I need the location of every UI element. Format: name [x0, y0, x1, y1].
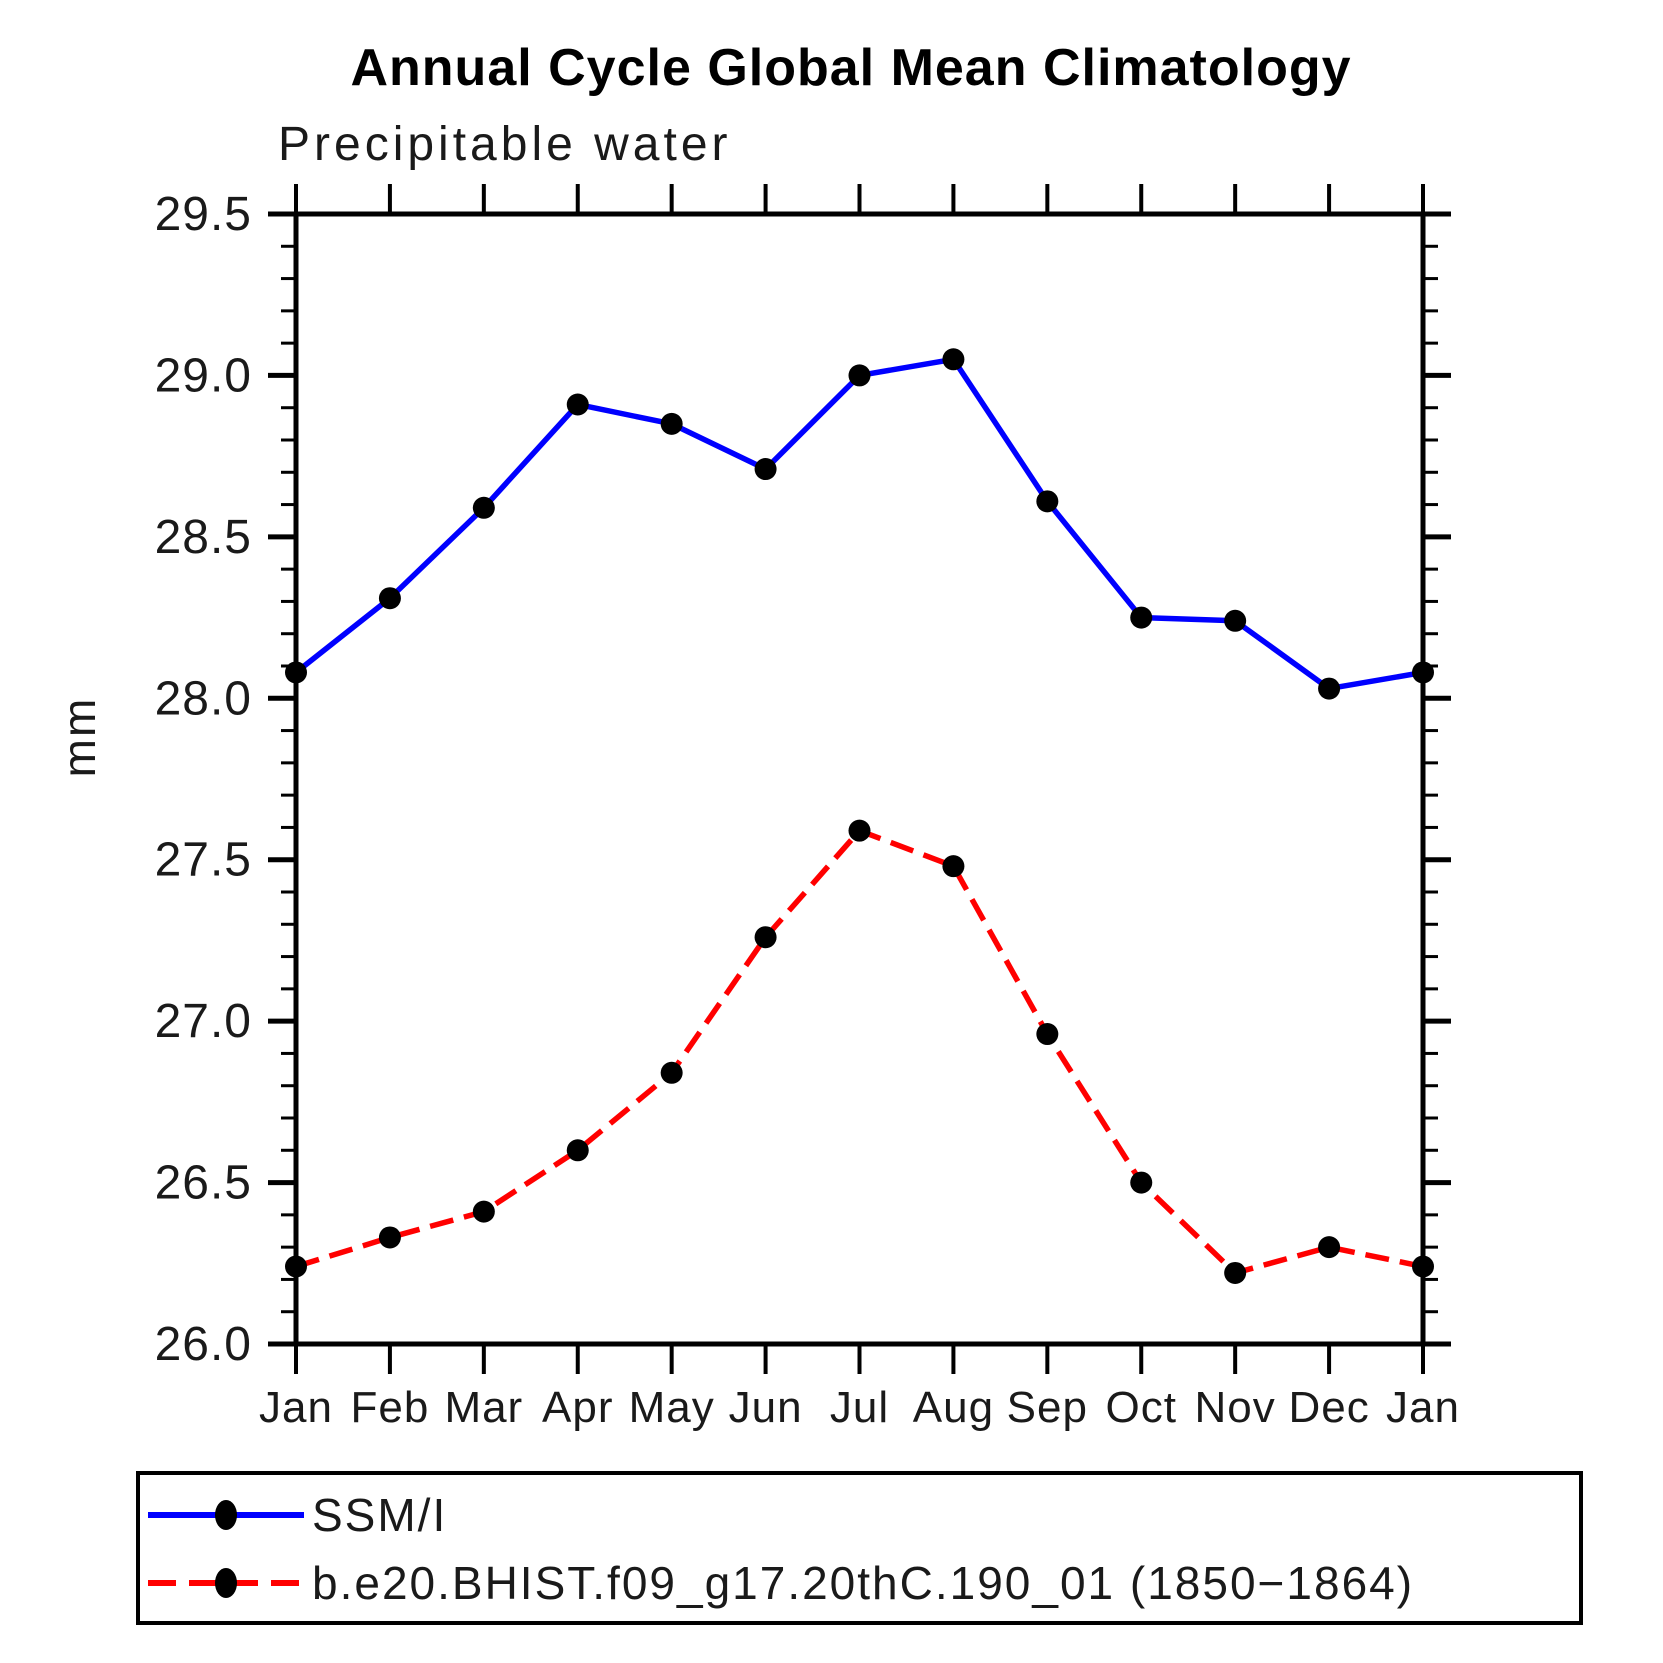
- y-tick-label: 27.5: [155, 834, 252, 887]
- y-tick-label: 26.5: [155, 1157, 252, 1210]
- x-tick-label: Aug: [913, 1383, 994, 1432]
- ssmi-data-point-marker: [754, 458, 777, 481]
- x-tick-label: Apr: [542, 1383, 613, 1432]
- legend-marker-model: [215, 1568, 237, 1598]
- legend-label-model: b.e20.BHIST.f09_g17.20thC.190_01 (1850−1…: [312, 1557, 1414, 1609]
- x-tick-label: Jun: [729, 1383, 803, 1432]
- x-tick-label: Jan: [1386, 1383, 1460, 1432]
- y-tick-label: 28.0: [155, 672, 252, 725]
- legend-box: [136, 1471, 1583, 1625]
- ssmi-data-point-marker: [660, 412, 683, 435]
- legend-entry-model: b.e20.BHIST.f09_g17.20thC.190_01 (1850−1…: [148, 1557, 1414, 1609]
- ssmi-data-point-marker: [1224, 609, 1247, 632]
- legend-entry-ssmi: SSM/I: [148, 1489, 447, 1541]
- model-series-line: [295, 827, 1424, 1276]
- model-data-point-marker: [848, 819, 871, 842]
- ssmi-data-point-marker: [1318, 677, 1341, 700]
- x-tick-label: Oct: [1106, 1383, 1177, 1432]
- model-data-point-marker: [1036, 1023, 1059, 1046]
- model-data-point-marker: [1318, 1236, 1341, 1259]
- x-tick-label: May: [629, 1383, 715, 1432]
- x-tick-label: Nov: [1195, 1383, 1276, 1432]
- x-tick-label: Sep: [1007, 1383, 1088, 1432]
- legend-marker-ssmi: [215, 1500, 237, 1530]
- ssmi-series-line: [294, 356, 1424, 692]
- ssmi-data-point-marker: [285, 661, 307, 684]
- chart-title: Annual Cycle Global Mean Climatology: [350, 39, 1351, 97]
- x-tick-label: Jan: [259, 1383, 333, 1432]
- ssmi-data-point-marker: [1412, 661, 1434, 684]
- y-tick-label: 27.0: [155, 995, 252, 1048]
- y-axis-label: mm: [53, 697, 105, 778]
- ssmi-data-point-marker: [378, 587, 401, 610]
- y-tick-label: 29.5: [155, 188, 252, 241]
- model-data-point-marker: [1224, 1261, 1247, 1284]
- model-data-point-marker: [754, 926, 777, 949]
- x-tick-label: Feb: [351, 1383, 430, 1432]
- x-tick-label: Mar: [444, 1383, 523, 1432]
- ssmi-data-point-marker: [942, 348, 965, 371]
- model-data-point-marker: [378, 1226, 401, 1249]
- model-data-point-marker: [566, 1139, 589, 1162]
- ssmi-data-point-marker: [1036, 490, 1059, 513]
- model-data-point-marker: [1130, 1171, 1153, 1194]
- x-tick-label: Jul: [830, 1383, 889, 1432]
- ssmi-data-point-marker: [472, 496, 495, 519]
- ssmi-data-point-marker: [566, 393, 589, 416]
- y-tick-label: 28.5: [155, 511, 252, 564]
- model-data-point-marker: [1412, 1255, 1434, 1278]
- chart-subtitle: Precipitable water: [278, 118, 732, 171]
- model-data-point-marker: [660, 1061, 683, 1084]
- x-tick-label: Dec: [1288, 1383, 1369, 1432]
- axes-layer: 26.0 26.5 27.0 27.5 28.0 28.5 29.0 29.5 Jan Feb Ma…: [155, 184, 1460, 1432]
- y-tick-label: 29.0: [155, 349, 252, 402]
- ssmi-data-point-marker: [1130, 606, 1153, 629]
- model-data-point-marker: [472, 1200, 495, 1223]
- model-data-point-marker: [285, 1255, 307, 1278]
- y-tick-label: 26.0: [155, 1318, 252, 1371]
- legend: SSM/I b.e20.BHIST.f09_g17.20thC.190_01 (…: [136, 1471, 1583, 1625]
- model-data-point-marker: [942, 855, 965, 878]
- legend-label-ssmi: SSM/I: [312, 1489, 447, 1541]
- ssmi-data-point-marker: [848, 364, 871, 387]
- series-layer: [285, 348, 1434, 1284]
